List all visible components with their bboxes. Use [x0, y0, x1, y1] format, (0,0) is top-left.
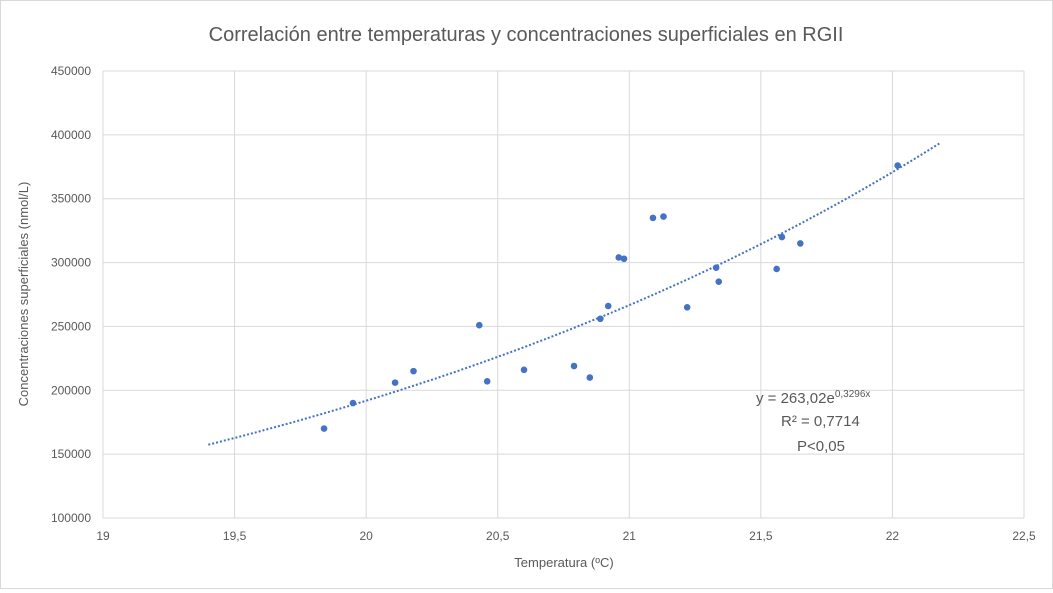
y-tick-label: 250000 — [51, 319, 91, 333]
p-value-label: P<0,05 — [797, 438, 845, 455]
gridlines — [102, 70, 1025, 519]
x-tick-label: 21 — [623, 529, 637, 543]
data-point — [597, 315, 604, 323]
data-point — [712, 264, 720, 271]
data-point — [320, 425, 328, 432]
x-tick-label: 20 — [359, 529, 373, 543]
data-point — [715, 278, 723, 286]
y-tick-label: 350000 — [51, 192, 91, 206]
x-tick-label: 21,5 — [749, 529, 773, 543]
data-point — [683, 303, 691, 311]
data-point — [349, 399, 357, 407]
chart-title: Correlación entre temperaturas y concent… — [209, 24, 844, 46]
data-point — [410, 367, 417, 375]
x-tick-label: 19 — [96, 529, 110, 543]
data-point — [620, 255, 628, 263]
data-point — [391, 379, 399, 386]
r-squared-label: R² = 0,7714 — [781, 413, 860, 430]
y-tick-label: 400000 — [51, 128, 91, 142]
trendline-annotation: y = 263,02e0,3296x R² = 0,7714 P<0,05 — [756, 389, 870, 455]
equation-label: y = 263,02e0,3296x — [756, 389, 870, 407]
data-point — [894, 162, 901, 169]
x-axis-title: Temperatura (ºC) — [514, 555, 613, 570]
equation-base: y = 263,02e — [756, 390, 835, 407]
x-tick-label: 19,5 — [223, 529, 247, 543]
data-point — [520, 366, 528, 374]
y-axis-ticks: 100000 150000 200000 250000 300000 350000 4000… — [51, 64, 91, 525]
x-axis-ticks: 19 19,5 20 20,5 21 21,5 22 22,5 — [96, 529, 1036, 543]
y-axis-title: Concentraciones superficiales (nmol/L) — [16, 182, 31, 407]
data-point — [604, 302, 612, 310]
equation-exponent: 0,3296x — [835, 389, 871, 400]
data-point — [475, 321, 483, 329]
y-tick-label: 450000 — [51, 64, 91, 78]
y-tick-label: 200000 — [51, 383, 91, 397]
data-point — [649, 214, 657, 222]
data-point — [586, 374, 594, 381]
data-point — [483, 378, 491, 385]
x-tick-label: 22,5 — [1012, 529, 1036, 543]
data-point — [660, 213, 667, 220]
x-tick-label: 22 — [886, 529, 900, 543]
data-points — [320, 162, 901, 432]
exponential-trendline — [208, 142, 941, 446]
data-point — [570, 362, 578, 370]
y-tick-label: 300000 — [51, 256, 91, 270]
x-tick-label: 20,5 — [486, 529, 510, 543]
data-point — [615, 254, 623, 261]
y-tick-label: 150000 — [51, 447, 91, 461]
data-point — [773, 265, 780, 273]
y-tick-label: 100000 — [51, 511, 91, 525]
data-point — [778, 233, 786, 241]
data-point — [797, 240, 804, 247]
